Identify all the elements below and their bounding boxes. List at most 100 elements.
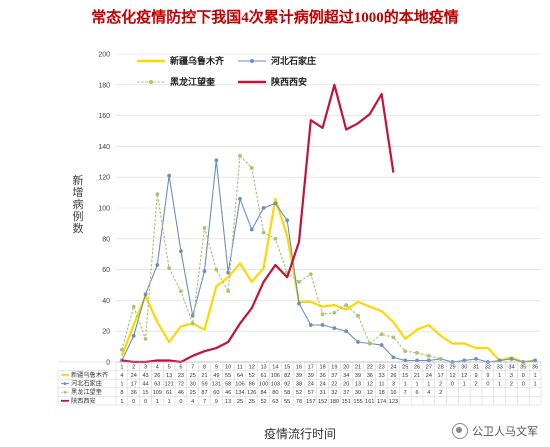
table-cell: 24	[319, 382, 325, 388]
data-point	[131, 333, 136, 338]
data-point	[533, 358, 537, 363]
data-point	[202, 269, 207, 274]
table-cell: 61	[166, 390, 172, 396]
table-cell: 43	[142, 373, 148, 379]
table-cell: 3	[392, 382, 395, 388]
data-point	[261, 206, 266, 210]
table-cell: 39	[296, 373, 302, 379]
legend-label: 黑龙江望奎	[170, 76, 216, 88]
data-point	[190, 313, 195, 318]
table-cell: 39	[355, 373, 361, 379]
table-cell: 39	[308, 373, 314, 379]
wechat-bubble-icon	[452, 423, 468, 439]
table-row-name: 河北石家庄	[71, 380, 102, 388]
table-cell: 0	[451, 382, 454, 388]
table-legend-marker	[63, 382, 67, 385]
table-cell: 49	[213, 373, 219, 379]
legend-item: 陕西西安	[238, 76, 307, 88]
data-point	[238, 153, 242, 158]
legend-marker	[149, 80, 153, 84]
table-cell: 36	[319, 373, 325, 379]
x-tick-label: 3	[144, 364, 147, 370]
table-cell: 46	[225, 390, 231, 396]
data-point	[285, 218, 290, 223]
table-cell: 33	[379, 373, 385, 379]
table-cell: 2	[510, 382, 513, 388]
series-layer	[120, 83, 537, 364]
y-label-char: 例	[73, 209, 84, 223]
data-point	[356, 340, 360, 344]
data-point	[320, 323, 325, 327]
data-point	[143, 292, 148, 297]
watermark: 公卫人马文军	[452, 423, 538, 439]
table-cell: 180	[330, 399, 339, 405]
table-cell: 17	[438, 373, 444, 379]
x-tick-label: 7	[191, 364, 194, 370]
table-cell: 13	[225, 399, 231, 405]
table-cell: 106	[271, 373, 280, 379]
table-cell: 20	[343, 382, 349, 388]
legend-item: 黑龙江望奎	[137, 76, 216, 88]
data-point	[415, 358, 419, 363]
table-cell: 2	[475, 382, 478, 388]
data-point	[391, 355, 396, 360]
watermark-text: 公卫人马文军	[472, 425, 538, 438]
y-tick-label: 20	[102, 329, 110, 336]
table-cell: 52	[296, 390, 302, 396]
y-tick-label: 200	[98, 52, 110, 59]
data-point	[297, 301, 301, 306]
y-label-char: 新	[73, 173, 84, 187]
data-point	[474, 357, 478, 361]
x-tick-label: 23	[379, 364, 385, 370]
legend-item: 河北石家庄	[238, 55, 316, 67]
table-row-name: 黑龙江望奎	[71, 388, 103, 396]
table-cell: 64	[237, 373, 243, 379]
table-cell: 155	[353, 399, 362, 405]
x-tick-label: 35	[520, 364, 526, 370]
table-cell: 80	[272, 390, 278, 396]
series-line	[120, 197, 536, 364]
table-cell: 12	[449, 373, 455, 379]
x-tick-label: 22	[367, 364, 373, 370]
data-point	[273, 201, 278, 206]
table-cell: 22	[331, 382, 337, 388]
table-cell: 4	[427, 390, 430, 396]
legend-label: 陕西西安	[271, 76, 307, 88]
table-cell: 58	[284, 390, 290, 396]
x-tick-label: 14	[272, 364, 278, 370]
y-label-char: 数	[73, 222, 84, 235]
data-point	[403, 349, 408, 354]
table-cell: 15	[142, 390, 148, 396]
table-cell: 123	[389, 399, 398, 405]
table-cell: 63	[272, 399, 278, 405]
table-cell: 35	[249, 399, 255, 405]
table-cell: 16	[390, 390, 396, 396]
table-cell: 8	[120, 390, 123, 396]
data-point	[261, 230, 266, 235]
x-tick-label: 15	[284, 364, 290, 370]
table-cell: 44	[142, 382, 148, 388]
x-tick-label: 32	[485, 364, 491, 370]
series-4	[121, 83, 395, 364]
y-label-char: 增	[73, 185, 84, 199]
table-cell: 57	[308, 390, 314, 396]
x-tick-label: 1	[120, 364, 123, 370]
table-cell: 4	[120, 373, 123, 379]
series-3	[120, 153, 443, 361]
table-cell: 63	[154, 382, 160, 388]
table-cell: 55	[225, 373, 231, 379]
table-cell: 13	[355, 382, 361, 388]
table-cell: 12	[461, 373, 467, 379]
x-tick-label: 9	[215, 364, 218, 370]
x-tick-label: 36	[532, 364, 538, 370]
series-line	[121, 159, 536, 363]
table-cell: 78	[296, 399, 302, 405]
x-tick-label: 34	[508, 364, 514, 370]
data-point	[226, 289, 231, 294]
data-point	[249, 227, 254, 232]
y-tick-label: 0	[106, 360, 110, 367]
table-cell: 87	[201, 390, 207, 396]
data-point	[308, 323, 313, 327]
